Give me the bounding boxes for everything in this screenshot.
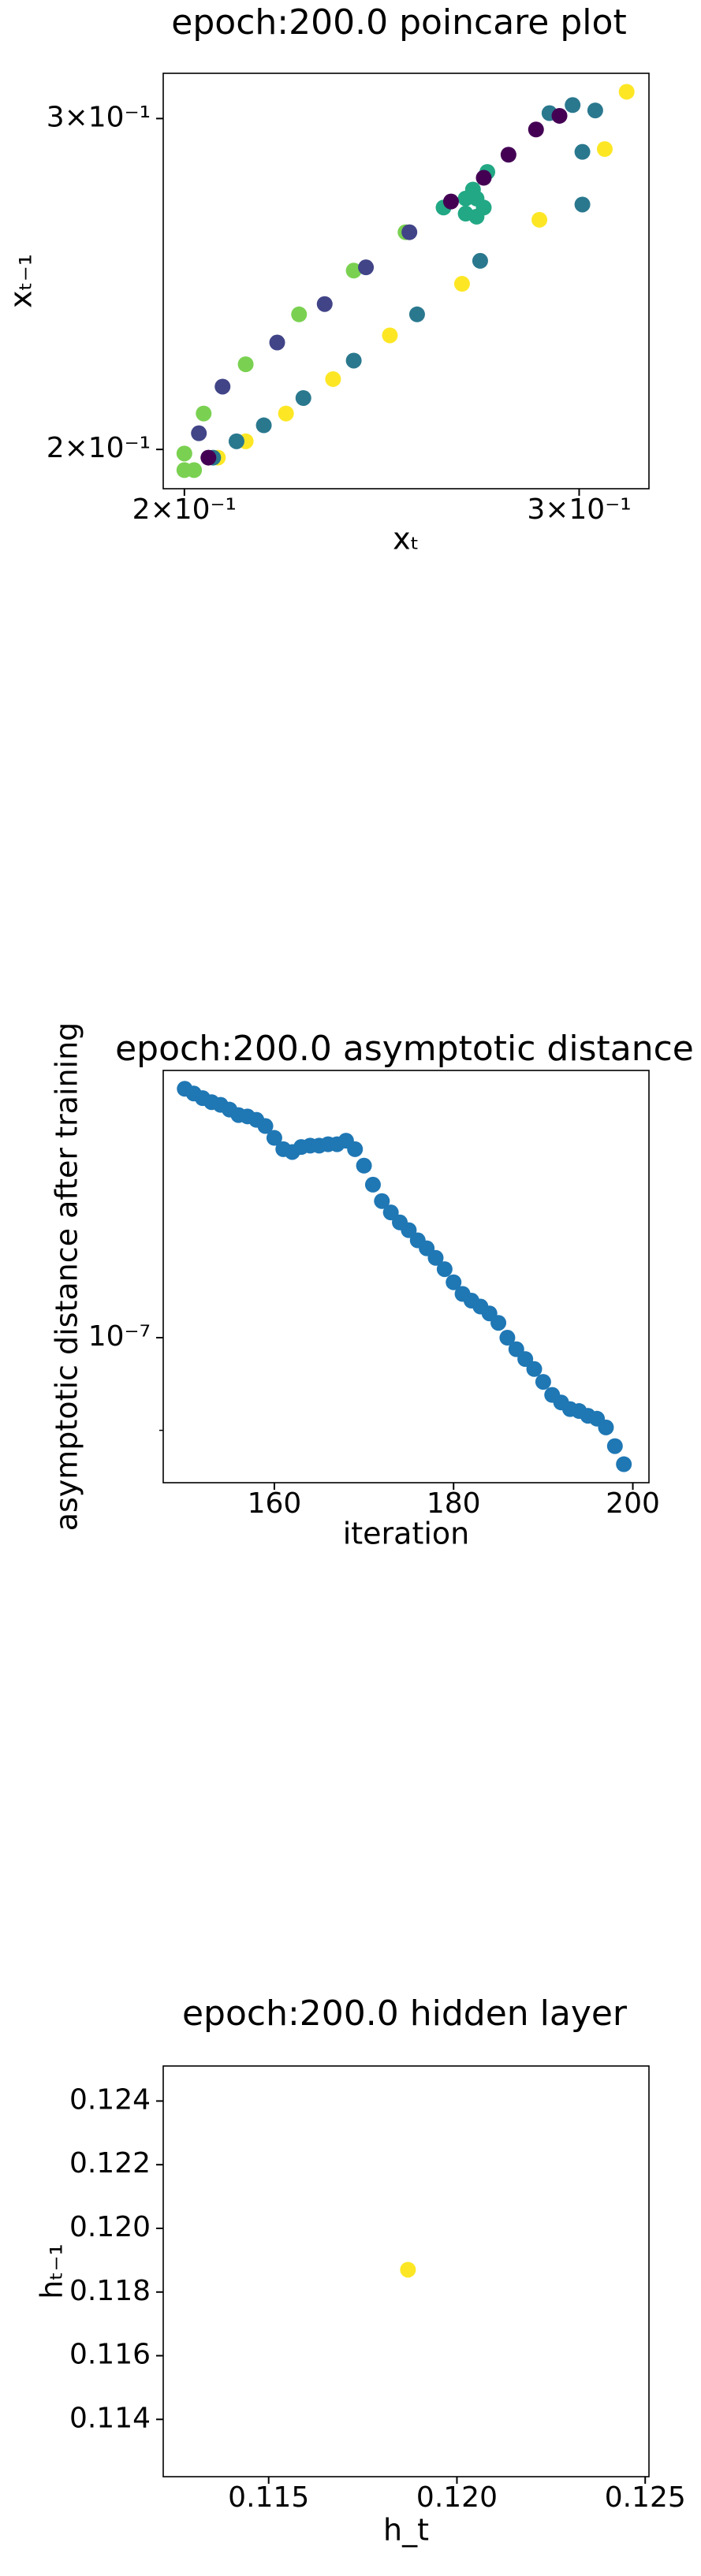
point: [598, 1419, 614, 1435]
point: [408, 306, 425, 322]
point: [616, 1456, 632, 1472]
point: [526, 1361, 543, 1377]
point: [574, 196, 591, 213]
point: [472, 252, 488, 269]
point: [490, 1315, 507, 1331]
point: [291, 306, 308, 322]
point: [347, 1141, 364, 1157]
y-axis-label: asymptotic distance after training: [50, 1022, 84, 1532]
x-tick-label: 0.115: [228, 2481, 309, 2514]
point: [266, 1130, 282, 1146]
x-tick-label: 0.125: [605, 2481, 686, 2514]
point: [374, 1193, 390, 1209]
point: [176, 445, 192, 462]
point: [255, 417, 272, 434]
y-tick-label: 0.118: [69, 2275, 151, 2307]
point: [345, 262, 362, 279]
point: [401, 224, 418, 240]
point: [401, 1222, 417, 1238]
point: [531, 211, 548, 228]
x-tick-label: 2×10⁻¹: [132, 493, 237, 526]
x-tick-label: 180: [427, 1487, 481, 1520]
x-axis-label: h_t: [383, 2513, 429, 2548]
point: [574, 143, 591, 160]
point: [269, 334, 285, 351]
y-tick-label: 0.114: [69, 2402, 151, 2434]
y-tick-label: 0.122: [69, 2147, 151, 2180]
point: [196, 405, 212, 422]
point: [278, 405, 294, 422]
point: [358, 259, 375, 276]
point: [500, 147, 516, 163]
point: [200, 449, 217, 466]
point: [295, 389, 311, 406]
point: [475, 169, 492, 186]
point: [528, 121, 544, 138]
point: [214, 378, 231, 395]
point: [364, 1176, 381, 1193]
point: [464, 181, 481, 198]
point: [453, 276, 470, 292]
y-axis-label: xₜ₋₁: [4, 254, 39, 308]
x-tick-label: 200: [606, 1487, 660, 1520]
point: [237, 356, 254, 373]
point: [535, 1374, 551, 1390]
point: [565, 97, 581, 114]
x-axis-label: xₜ: [393, 522, 419, 557]
point: [618, 84, 635, 100]
point: [325, 370, 341, 387]
point: [400, 2261, 416, 2278]
point: [427, 1249, 444, 1266]
y-tick-label: 0.124: [69, 2083, 151, 2116]
point: [356, 1157, 372, 1174]
x-axis-label: iteration: [343, 1517, 470, 1551]
point: [606, 1438, 623, 1454]
point: [436, 1261, 453, 1278]
point: [345, 352, 362, 369]
y-tick-label: 3×10⁻¹: [47, 101, 151, 133]
point: [176, 462, 192, 478]
point: [191, 425, 207, 441]
plot-frame: [162, 1070, 650, 1483]
point: [596, 141, 613, 158]
point: [382, 327, 398, 344]
y-tick-label: 2×10⁻¹: [47, 432, 151, 464]
y-tick-label: 0.116: [69, 2339, 151, 2371]
y-tick-label: 10⁻⁷: [88, 1320, 151, 1353]
point: [587, 102, 603, 119]
plot-frame: [162, 73, 650, 490]
plot-frame: [162, 2065, 650, 2477]
point: [446, 1274, 462, 1290]
point: [551, 107, 568, 124]
x-tick-label: 160: [248, 1487, 302, 1520]
chart-title: epoch:200.0 hidden layer: [182, 1993, 628, 2034]
point: [316, 296, 333, 312]
x-tick-label: 0.120: [416, 2481, 498, 2514]
chart-title: epoch:200.0 asymptotic distance: [115, 1029, 694, 1069]
point: [442, 193, 459, 210]
x-tick-label: 3×10⁻¹: [527, 493, 631, 526]
chart-title: epoch:200.0 poincare plot: [171, 2, 626, 43]
point: [257, 1118, 274, 1134]
point: [228, 433, 244, 449]
point: [468, 208, 485, 225]
y-tick-label: 0.120: [69, 2211, 151, 2243]
point: [499, 1330, 516, 1346]
y-axis-label: hₜ₋₁: [35, 2243, 69, 2299]
